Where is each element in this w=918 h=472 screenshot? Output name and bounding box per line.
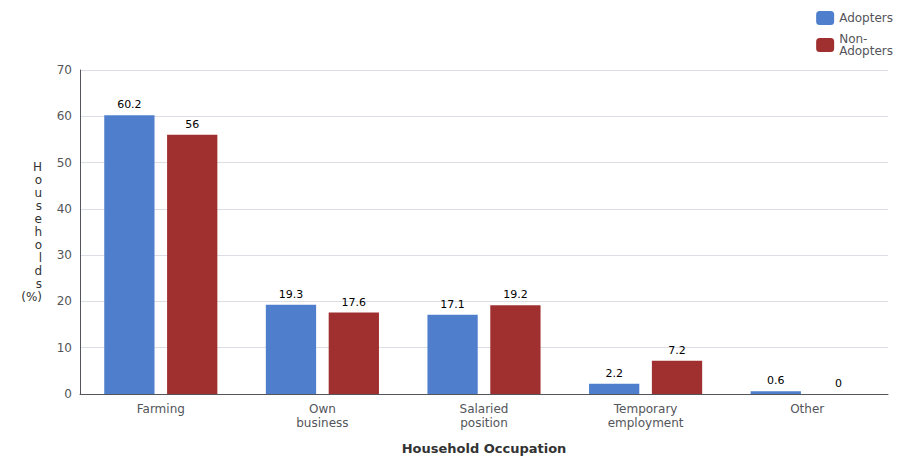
svg-text:0: 0 <box>64 387 72 401</box>
svg-text:Own: Own <box>309 402 336 416</box>
svg-text:Salaried: Salaried <box>460 402 509 416</box>
svg-text:17.6: 17.6 <box>342 296 367 309</box>
svg-text:17.1: 17.1 <box>440 298 465 311</box>
svg-text:Other: Other <box>790 402 824 416</box>
svg-text:e: e <box>35 212 42 226</box>
svg-text:10: 10 <box>57 341 72 355</box>
svg-text:Adopters: Adopters <box>839 44 893 58</box>
svg-text:19.2: 19.2 <box>503 288 528 301</box>
svg-text:o: o <box>35 173 42 187</box>
svg-text:o: o <box>35 238 42 252</box>
svg-text:business: business <box>296 416 348 430</box>
svg-text:Non-: Non- <box>839 32 868 46</box>
svg-text:40: 40 <box>57 202 72 216</box>
svg-text:Household Occupation: Household Occupation <box>402 441 567 456</box>
svg-text:60: 60 <box>57 109 72 123</box>
svg-text:s: s <box>36 277 42 291</box>
svg-text:position: position <box>460 416 508 430</box>
svg-text:h: h <box>34 225 42 239</box>
svg-text:2.2: 2.2 <box>605 367 623 380</box>
svg-text:Temporary: Temporary <box>613 402 678 416</box>
svg-text:0.6: 0.6 <box>767 374 785 387</box>
svg-text:60.2: 60.2 <box>117 98 142 111</box>
svg-text:19.3: 19.3 <box>279 288 304 301</box>
svg-text:70: 70 <box>57 63 72 77</box>
svg-text:7.2: 7.2 <box>668 344 686 357</box>
svg-text:u: u <box>34 186 42 200</box>
svg-text:employment: employment <box>608 416 684 430</box>
svg-text:50: 50 <box>57 156 72 170</box>
svg-text:d: d <box>34 264 42 278</box>
svg-text:20: 20 <box>57 294 72 308</box>
svg-text:Farming: Farming <box>137 402 185 416</box>
svg-text:Adopters: Adopters <box>839 11 893 25</box>
svg-text:56: 56 <box>185 118 199 131</box>
svg-text:(%): (%) <box>21 290 42 304</box>
svg-text:l: l <box>39 251 42 265</box>
svg-text:s: s <box>36 199 42 213</box>
svg-text:H: H <box>33 160 42 174</box>
svg-text:30: 30 <box>57 248 72 262</box>
svg-text:0: 0 <box>835 377 842 390</box>
